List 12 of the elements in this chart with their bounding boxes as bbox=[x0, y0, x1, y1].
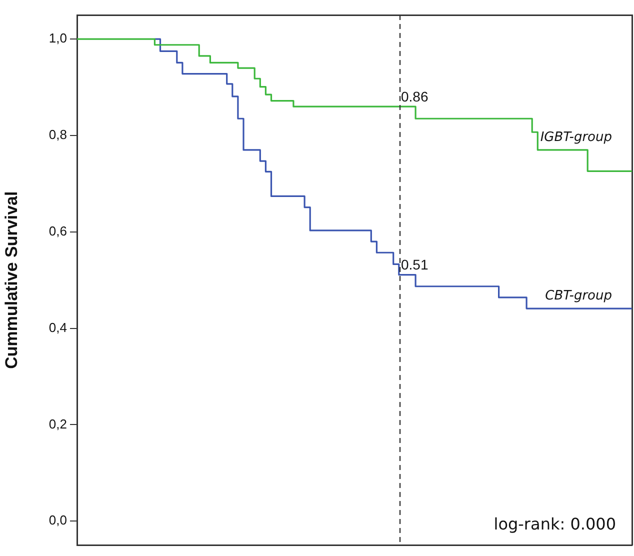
y-tick-label: 0,2 bbox=[48, 416, 67, 432]
y-tick-label: 0,6 bbox=[48, 223, 67, 238]
y-tick-label: 0,8 bbox=[48, 127, 67, 142]
y-axis-title: Cummulative Survival bbox=[2, 191, 21, 369]
annotation: 0.51 bbox=[401, 256, 428, 273]
y-tick-label: 1,0 bbox=[48, 30, 67, 46]
series-label: IGBT-group bbox=[540, 130, 612, 145]
annotation: 0.86 bbox=[401, 88, 428, 104]
y-tick-label: 0,4 bbox=[48, 320, 67, 335]
series-label: CBT-group bbox=[545, 288, 612, 304]
y-tick-label: 0,0 bbox=[48, 512, 67, 528]
annotation: log-rank: 0.000 bbox=[494, 514, 616, 534]
